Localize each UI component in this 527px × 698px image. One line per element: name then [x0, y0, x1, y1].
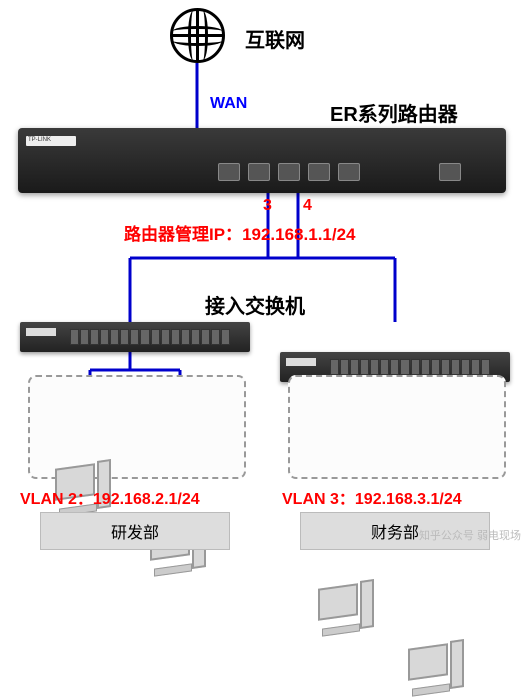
router-device: TP-LINK [18, 128, 506, 193]
vlan2-label: VLAN 2：192.168.2.1/24 [20, 485, 200, 509]
internet-label: 互联网 [245, 24, 305, 53]
router-port-4 [308, 163, 330, 181]
router-port-2 [248, 163, 270, 181]
router-model-label: ER系列路由器 [330, 98, 458, 127]
switch-label: 接入交换机 [205, 290, 305, 319]
mgmt-ip-value: 192.168.1.1/24 [242, 225, 355, 244]
dept-right-label: 财务部 [371, 525, 419, 542]
router-lan-ports [218, 163, 360, 181]
group-box-right [288, 375, 506, 479]
vlan3-label: VLAN 3：192.168.3.1/24 [282, 485, 462, 509]
dept-left-label: 研发部 [111, 525, 159, 542]
router-brand-label: TP-LINK [28, 137, 51, 143]
pc-right-1 [318, 578, 376, 638]
router-port-3 [278, 163, 300, 181]
internet-globe-icon [170, 8, 225, 63]
switch-left [20, 322, 250, 352]
dept-left-box: 研发部 [40, 512, 230, 550]
port-3-label: 3 [263, 197, 272, 215]
pc-right-2 [408, 638, 466, 698]
mgmt-ip-prefix: 路由器管理IP： [124, 225, 242, 244]
watermark-text: 知乎公众号 弱电现场 [419, 527, 521, 543]
router-mgmt-ip: 路由器管理IP：192.168.1.1/24 [124, 220, 356, 245]
router-port-5 [338, 163, 360, 181]
router-port-1 [218, 163, 240, 181]
router-wan-port [439, 163, 461, 181]
wan-label: WAN [210, 95, 247, 113]
port-4-label: 4 [303, 197, 312, 215]
